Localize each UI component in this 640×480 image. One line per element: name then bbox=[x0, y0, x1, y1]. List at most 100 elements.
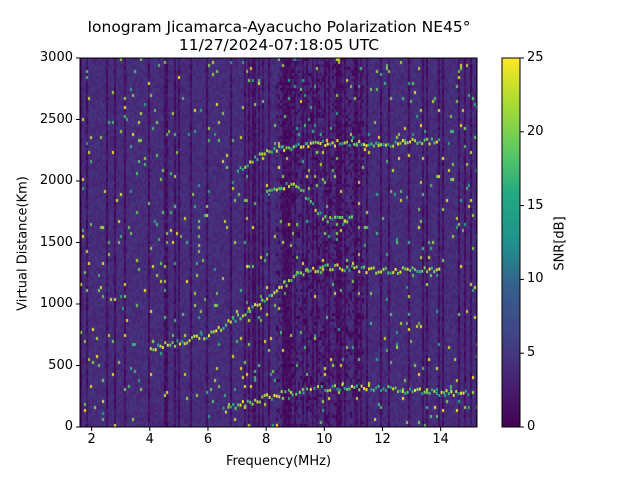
colorbar-tick-label: 15 bbox=[527, 197, 544, 213]
trace-point bbox=[350, 384, 353, 388]
trace-point bbox=[348, 143, 351, 147]
trace-point bbox=[297, 186, 300, 190]
trace-point bbox=[418, 270, 421, 274]
trace-point bbox=[348, 216, 351, 220]
trace-point bbox=[438, 138, 441, 142]
trace-point bbox=[268, 293, 271, 297]
y-tick-label: 500 bbox=[48, 357, 73, 373]
trace-point bbox=[353, 385, 356, 389]
trace-point bbox=[263, 393, 266, 397]
trace-point bbox=[457, 392, 460, 396]
trace-point bbox=[452, 393, 455, 397]
trace-point bbox=[280, 390, 283, 394]
trace-point bbox=[181, 340, 184, 344]
trace-point bbox=[152, 348, 155, 352]
trace-point bbox=[416, 141, 419, 145]
trace-point bbox=[375, 386, 378, 390]
trace-point bbox=[430, 137, 433, 141]
trace-point bbox=[321, 217, 324, 221]
trace-point bbox=[358, 139, 361, 143]
trace-point bbox=[319, 211, 322, 215]
trace-point bbox=[329, 268, 332, 272]
trace-point bbox=[249, 160, 252, 164]
trace-point bbox=[363, 265, 366, 269]
trace-point bbox=[154, 348, 157, 352]
trace-point bbox=[207, 334, 210, 338]
trace-point bbox=[411, 390, 414, 394]
trace-point bbox=[423, 390, 426, 394]
trace-point bbox=[149, 347, 152, 351]
trace-point bbox=[268, 150, 271, 154]
y-axis-label: Virtual Distance(Km) bbox=[15, 176, 31, 311]
trace-point bbox=[319, 141, 322, 145]
trace-point bbox=[237, 313, 240, 317]
trace-point bbox=[287, 388, 290, 392]
trace-point bbox=[375, 271, 378, 275]
trace-point bbox=[295, 273, 298, 277]
trace-point bbox=[394, 140, 397, 144]
y-tick-label: 2500 bbox=[39, 111, 73, 127]
trace-point bbox=[256, 157, 259, 161]
trace-point bbox=[321, 265, 324, 269]
trace-point bbox=[273, 146, 276, 150]
trace-point bbox=[254, 155, 257, 159]
trace-point bbox=[430, 266, 433, 270]
trace-point bbox=[372, 144, 375, 148]
trace-point bbox=[341, 383, 344, 387]
trace-point bbox=[467, 393, 470, 397]
trace-point bbox=[283, 148, 286, 152]
chart-subtitle: 11/27/2024-07:18:05 UTC bbox=[178, 36, 380, 54]
trace-point bbox=[399, 270, 402, 274]
trace-point bbox=[195, 334, 198, 338]
trace-point bbox=[440, 390, 443, 394]
trace-point bbox=[290, 182, 293, 186]
trace-point bbox=[411, 266, 414, 270]
trace-point bbox=[329, 216, 332, 220]
trace-point bbox=[283, 280, 286, 284]
x-axis-label: Frequency(MHz) bbox=[225, 454, 332, 469]
trace-point bbox=[227, 405, 230, 409]
trace-point bbox=[399, 389, 402, 393]
trace-point bbox=[287, 279, 290, 283]
trace-point bbox=[263, 299, 266, 303]
trace-point bbox=[338, 388, 341, 392]
trace-point bbox=[306, 387, 309, 391]
trace-point bbox=[397, 271, 400, 275]
trace-point bbox=[290, 147, 293, 151]
trace-point bbox=[334, 263, 337, 267]
trace-point bbox=[278, 186, 281, 190]
trace-point bbox=[266, 189, 269, 193]
trace-point bbox=[217, 325, 220, 329]
trace-point bbox=[295, 144, 298, 148]
trace-point bbox=[273, 291, 276, 295]
trace-point bbox=[287, 185, 290, 189]
trace-point bbox=[346, 220, 349, 224]
trace-point bbox=[331, 141, 334, 145]
x-tick-label: 10 bbox=[316, 432, 333, 447]
trace-point bbox=[455, 390, 458, 394]
trace-point bbox=[300, 188, 303, 192]
trace-point bbox=[212, 330, 215, 334]
trace-point bbox=[241, 400, 244, 404]
trace-point bbox=[222, 326, 225, 330]
trace-point bbox=[254, 303, 257, 307]
trace-point bbox=[295, 184, 298, 188]
trace-point bbox=[292, 182, 295, 186]
trace-point bbox=[428, 391, 431, 395]
trace-point bbox=[270, 397, 273, 401]
trace-point bbox=[319, 266, 322, 270]
trace-point bbox=[297, 271, 300, 275]
trace-point bbox=[353, 266, 356, 270]
trace-point bbox=[426, 270, 429, 274]
y-tick-label: 1500 bbox=[39, 234, 73, 250]
trace-point bbox=[239, 403, 242, 407]
trace-fourth-hop-echo bbox=[266, 182, 353, 224]
trace-point bbox=[372, 388, 375, 392]
trace-point bbox=[251, 305, 254, 309]
trace-point bbox=[304, 268, 307, 272]
trace-point bbox=[285, 182, 288, 186]
trace-point bbox=[382, 143, 385, 147]
trace-point bbox=[280, 145, 283, 149]
plot-frame bbox=[79, 57, 478, 428]
